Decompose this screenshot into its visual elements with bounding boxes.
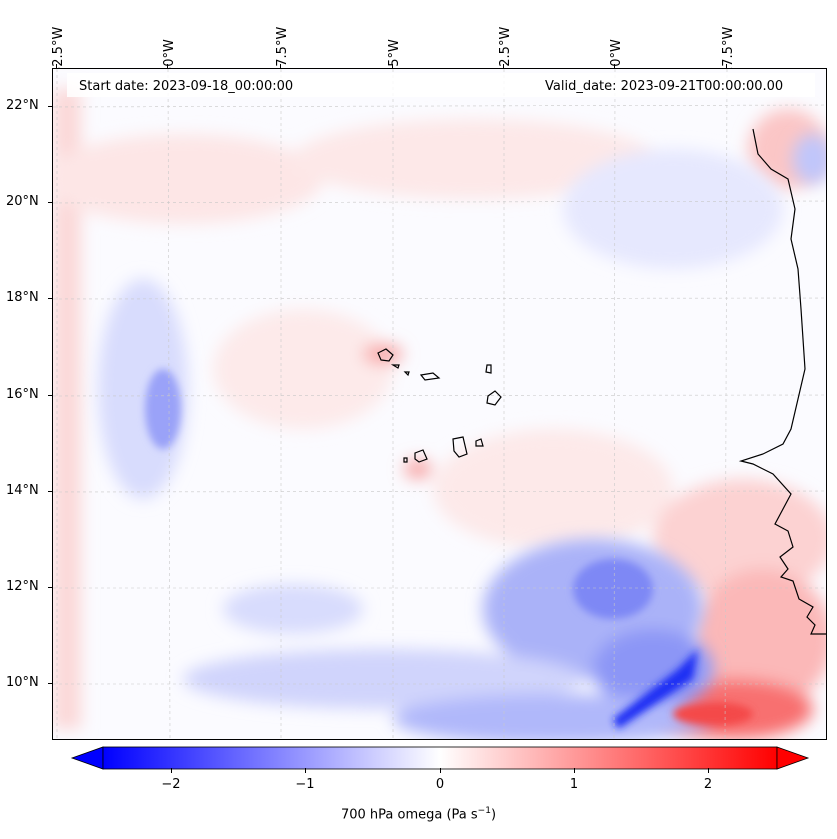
lat-tick bbox=[48, 298, 52, 299]
lat-label-14n: 14°N bbox=[6, 483, 39, 498]
lon-tick bbox=[167, 64, 168, 68]
lon-tick bbox=[56, 64, 57, 68]
colorbar-tick-label: 1 bbox=[569, 777, 579, 792]
lat-tick bbox=[48, 683, 52, 684]
lat-label-20n: 20°N bbox=[6, 194, 39, 209]
lat-label-18n: 18°N bbox=[6, 290, 39, 305]
colorbar-extend-min bbox=[70, 746, 104, 770]
lat-label-22n: 22°N bbox=[6, 98, 39, 113]
strong-omega-features bbox=[145, 369, 753, 729]
colorbar-title: 700 hPa omega (Pa s−1) bbox=[0, 806, 837, 822]
colorbar-title-exponent: −1 bbox=[477, 806, 491, 816]
colorbar-tick-label: 2 bbox=[703, 777, 713, 792]
start-date-label: Start date: 2023-09-18_00:00:00 bbox=[79, 79, 294, 94]
colorbar-tick bbox=[171, 768, 172, 773]
colorbar-tick bbox=[574, 768, 575, 773]
colorbar-tick bbox=[440, 768, 441, 773]
colorbar bbox=[70, 746, 810, 770]
lat-tick bbox=[48, 491, 52, 492]
map-panel bbox=[52, 68, 827, 740]
lat-label-12n: 12°N bbox=[6, 579, 39, 594]
graticule bbox=[53, 69, 826, 739]
lat-label-16n: 16°N bbox=[6, 387, 39, 402]
coastline-africa bbox=[738, 128, 826, 635]
lon-tick bbox=[726, 64, 727, 68]
title-strip bbox=[67, 73, 815, 97]
lon-tick bbox=[503, 64, 504, 68]
lat-tick bbox=[48, 395, 52, 396]
colorbar-tick bbox=[305, 768, 306, 773]
colorbar-body bbox=[102, 746, 778, 770]
valid-date-label: Valid_date: 2023-09-21T00:00:00.00 bbox=[545, 79, 784, 94]
colorbar-tick-label: −1 bbox=[295, 777, 315, 792]
colorbar-extend-max bbox=[776, 746, 810, 770]
colorbar-tick-label: −2 bbox=[161, 777, 181, 792]
lat-tick bbox=[48, 106, 52, 107]
lon-tick bbox=[280, 64, 281, 68]
colorbar-tick bbox=[708, 768, 709, 773]
lat-tick bbox=[48, 202, 52, 203]
colorbar-tick-label: 0 bbox=[435, 777, 445, 792]
lat-tick bbox=[48, 587, 52, 588]
omega-field bbox=[53, 69, 826, 739]
lon-tick bbox=[392, 64, 393, 68]
lon-tick bbox=[614, 64, 615, 68]
colorbar-title-close: ) bbox=[490, 807, 497, 823]
cape-verde-islands bbox=[377, 348, 502, 463]
colorbar-title-main: 700 hPa omega (Pa s bbox=[340, 807, 478, 823]
lat-label-10n: 10°N bbox=[6, 675, 39, 690]
